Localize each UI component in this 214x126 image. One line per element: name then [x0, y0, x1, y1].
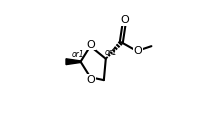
Text: or1: or1 [105, 49, 117, 57]
Text: O: O [86, 40, 95, 50]
Text: or1: or1 [72, 50, 85, 59]
Text: O: O [86, 75, 95, 85]
Text: O: O [134, 46, 142, 56]
Polygon shape [66, 59, 80, 65]
Text: O: O [121, 15, 129, 25]
